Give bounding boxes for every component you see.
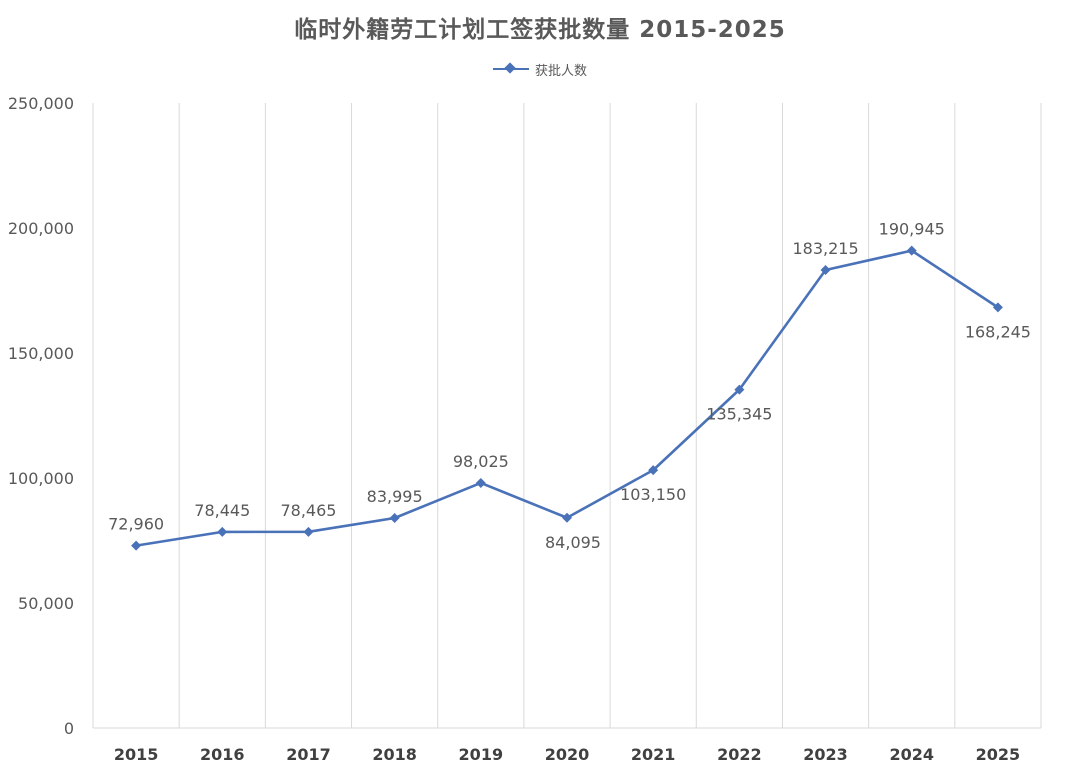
y-tick-label: 100,000: [8, 469, 74, 488]
chart-title: 临时外籍劳工计划工签获批数量 2015-2025: [294, 17, 786, 43]
data-label: 135,345: [706, 405, 772, 424]
x-tick-label: 2016: [200, 745, 245, 764]
data-label: 78,445: [194, 501, 250, 520]
data-point: [131, 540, 142, 551]
y-tick-label: 250,000: [8, 94, 74, 113]
data-label: 168,245: [965, 322, 1031, 341]
data-point: [303, 526, 314, 537]
legend: 获批人数: [0, 58, 1080, 80]
x-tick-label: 2015: [114, 745, 159, 764]
data-label: 72,960: [108, 515, 164, 534]
y-tick-label: 150,000: [8, 344, 74, 363]
data-point: [820, 264, 831, 275]
data-label: 83,995: [367, 487, 423, 506]
x-tick-label: 2022: [717, 745, 762, 764]
data-point: [992, 302, 1003, 313]
data-point: [906, 245, 917, 256]
data-label: 98,025: [453, 452, 509, 471]
data-point: [734, 384, 745, 395]
legend-item: 获批人数: [492, 60, 587, 79]
x-tick-label: 2017: [286, 745, 331, 764]
y-tick-label: 50,000: [18, 594, 74, 613]
y-tick-label: 200,000: [8, 219, 74, 238]
data-label: 103,150: [620, 485, 686, 504]
data-label: 78,465: [280, 501, 336, 520]
x-tick-label: 2025: [976, 745, 1021, 764]
data-label: 183,215: [792, 239, 858, 258]
data-point: [562, 512, 572, 523]
data-label: 84,095: [545, 533, 601, 552]
x-tick-label: 2024: [889, 745, 934, 764]
data-point: [475, 477, 486, 488]
x-tick-label: 2020: [545, 745, 590, 764]
data-point: [217, 526, 228, 537]
legend-marker-icon: [492, 62, 529, 76]
y-tick-label: 0: [64, 719, 74, 738]
x-tick-label: 2023: [803, 745, 848, 764]
data-label: 190,945: [879, 220, 945, 239]
x-tick-label: 2021: [631, 745, 676, 764]
legend-label: 获批人数: [534, 63, 587, 79]
x-tick-label: 2018: [372, 745, 417, 764]
data-point: [389, 513, 400, 524]
data-point: [648, 465, 659, 476]
x-tick-label: 2019: [459, 745, 504, 764]
